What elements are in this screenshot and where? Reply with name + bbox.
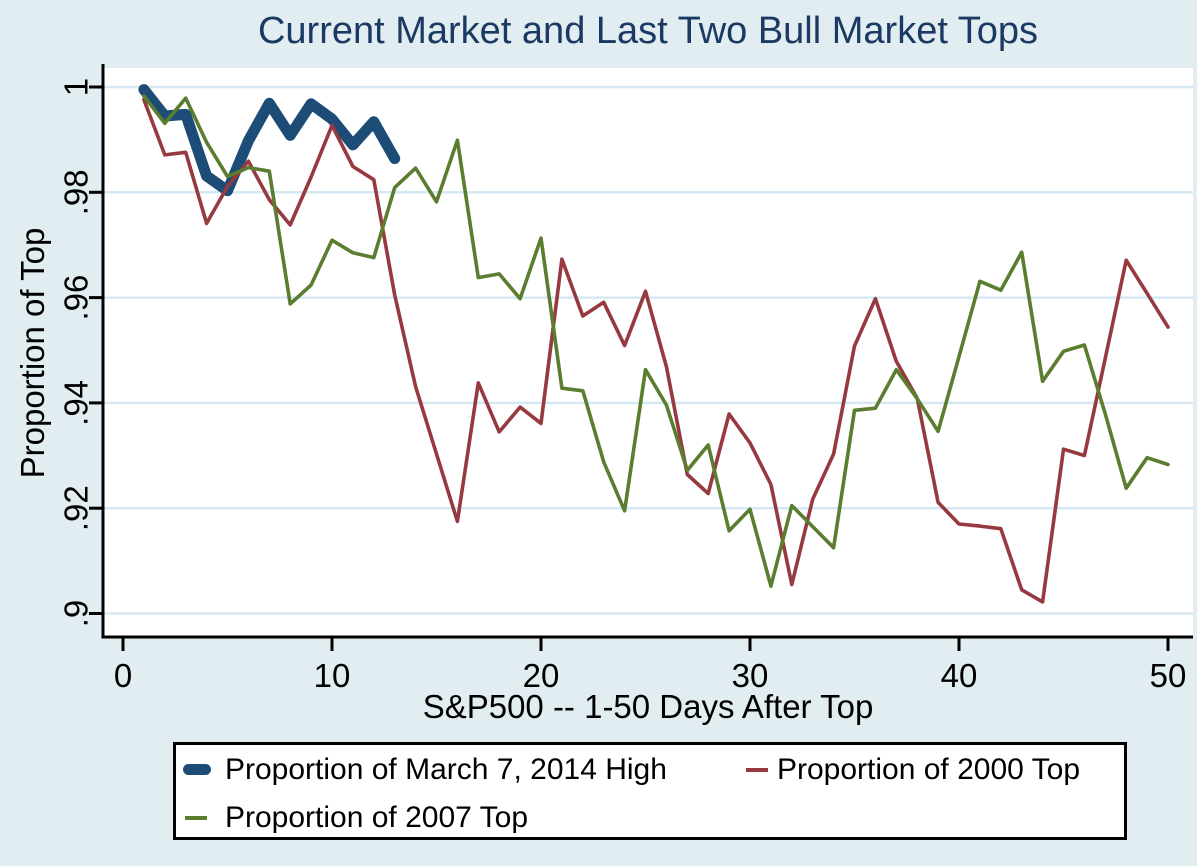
y-tick-label-.96: .96 xyxy=(58,275,95,321)
legend-label-2014: Proportion of March 7, 2014 High xyxy=(225,753,667,786)
legend-label-2000: Proportion of 2000 Top xyxy=(777,753,1081,786)
y-tick-label-.98: .98 xyxy=(58,169,95,215)
legend-key-2000-line-icon xyxy=(746,768,768,772)
legend-key-2014-line-icon xyxy=(183,764,211,775)
y-tick-label-.92: .92 xyxy=(58,485,95,531)
y-tick-label-.9: .9 xyxy=(58,600,95,628)
y-axis-title: Proportion of Top xyxy=(14,227,51,479)
y-tick-label-1: 1 xyxy=(58,78,95,96)
series-line-march-2014-high xyxy=(138,84,401,197)
x-tick-label-20: 20 xyxy=(523,657,560,694)
x-tick-label-50: 50 xyxy=(1150,657,1187,694)
x-tick-label-0: 0 xyxy=(114,657,132,694)
legend-key-2007-line-icon xyxy=(185,816,207,820)
legend: Proportion of March 7, 2014 High Proport… xyxy=(173,742,1127,840)
y-tick-label-.94: .94 xyxy=(58,380,95,426)
chart-title: Current Market and Last Two Bull Market … xyxy=(257,10,1039,52)
x-tick-label-40: 40 xyxy=(941,657,978,694)
series-line-2000-top xyxy=(142,97,1170,604)
x-axis-title: S&P500 -- 1-50 Days After Top xyxy=(422,688,874,725)
plot-background xyxy=(103,68,1193,637)
x-tick-label-10: 10 xyxy=(314,657,351,694)
legend-label-2007: Proportion of 2007 Top xyxy=(225,801,529,834)
x-tick-label-30: 30 xyxy=(732,657,769,694)
series-line-2007-top xyxy=(142,94,1170,588)
